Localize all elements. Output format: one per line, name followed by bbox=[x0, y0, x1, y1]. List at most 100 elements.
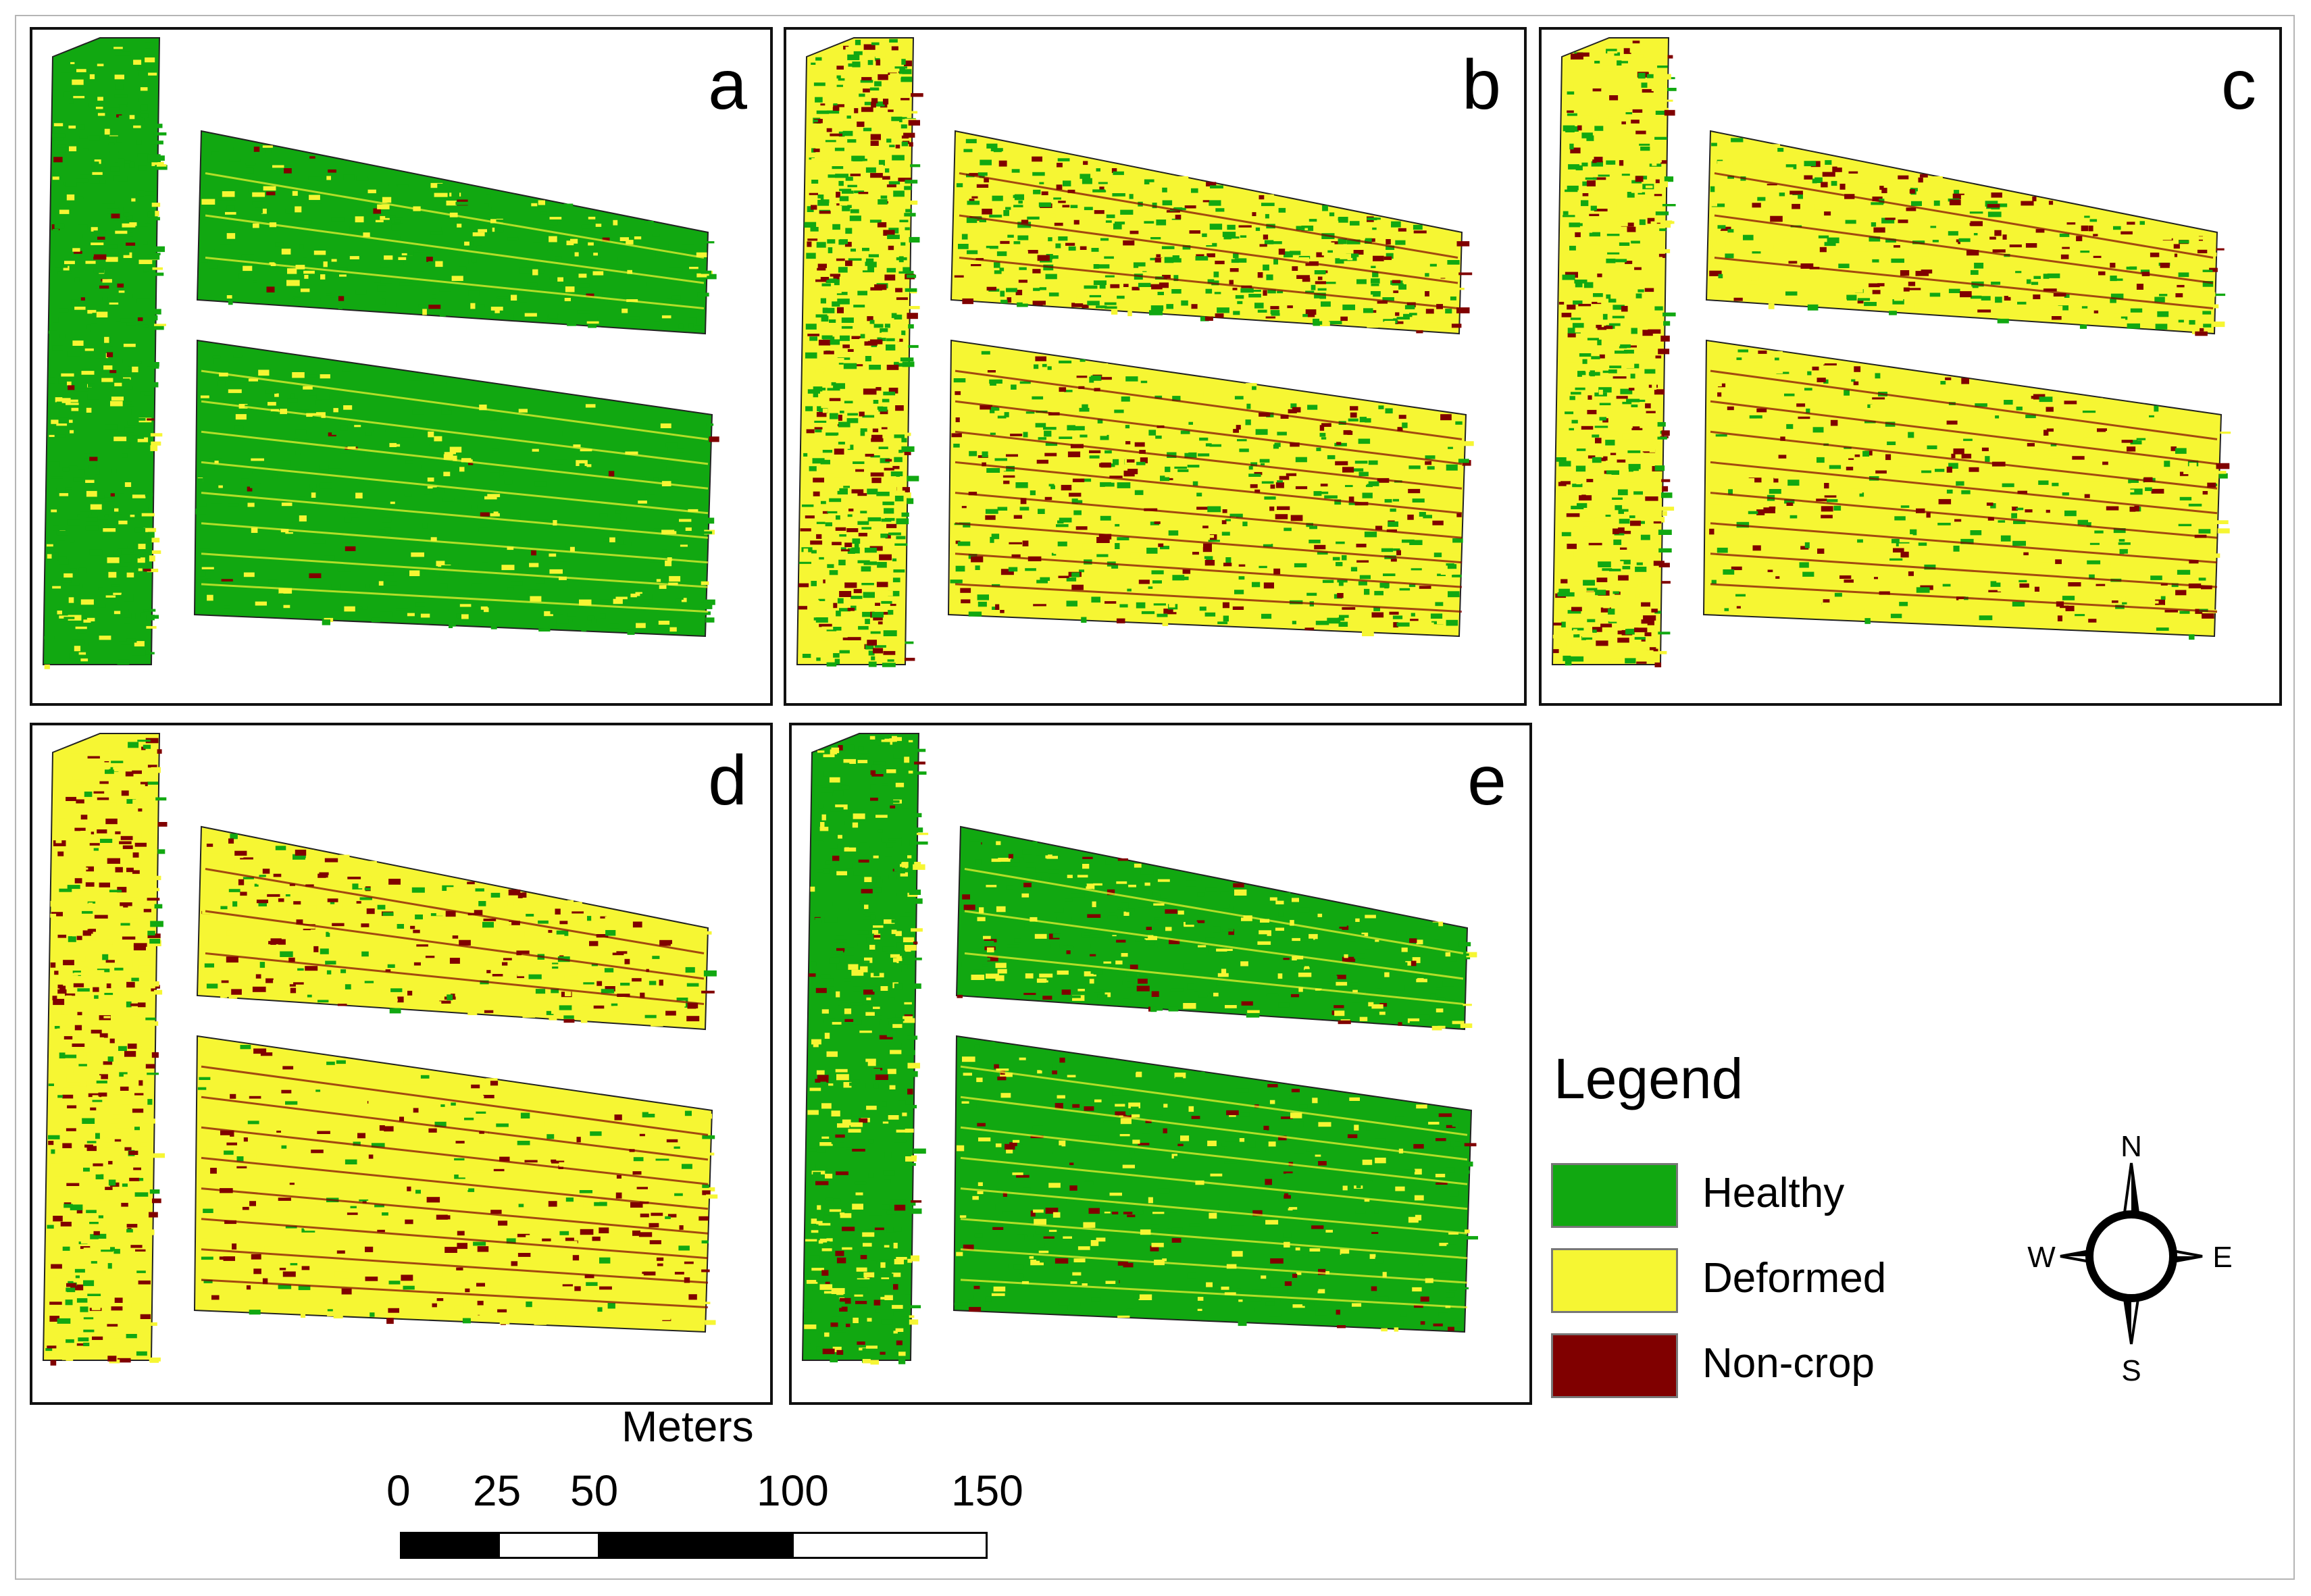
crop-row-line bbox=[955, 369, 1463, 440]
class-texture bbox=[950, 351, 1474, 636]
crop-row-line bbox=[955, 400, 1463, 465]
legend-label-healthy: Healthy bbox=[1702, 1170, 1845, 1216]
class-texture bbox=[1709, 138, 2226, 336]
crop-row-line bbox=[1714, 172, 2214, 259]
crop-row-line bbox=[955, 461, 1463, 515]
panel-label-c: c bbox=[2221, 46, 2256, 124]
crop-row-line bbox=[955, 583, 1463, 613]
panel-label-a: a bbox=[708, 46, 747, 124]
legend-item-deformed: Deformed bbox=[1551, 1248, 2024, 1313]
crop-row-line bbox=[201, 1096, 709, 1161]
crop-row-line bbox=[205, 868, 705, 954]
crop-row-line bbox=[955, 492, 1463, 539]
compass-east-label: E bbox=[2212, 1241, 2232, 1274]
crop-row-line bbox=[201, 522, 709, 564]
field-polygon bbox=[42, 733, 161, 1361]
scale-tick-label: 0 bbox=[386, 1466, 411, 1515]
crop-row-line bbox=[201, 1187, 709, 1235]
legend-swatch-deformed bbox=[1551, 1248, 1678, 1313]
crop-row-line bbox=[960, 1187, 1468, 1235]
crop-row-line bbox=[1710, 461, 2218, 515]
legend-swatch-non-crop bbox=[1551, 1333, 1678, 1398]
map-panel-d: d bbox=[30, 723, 773, 1405]
legend: Legend Healthy Deformed Non-crop bbox=[1551, 1050, 2024, 1428]
crop-row-line bbox=[955, 522, 1463, 564]
crop-row-line bbox=[1710, 492, 2218, 539]
map-panel-e: e bbox=[789, 723, 1532, 1405]
crop-row-line bbox=[201, 430, 709, 490]
scale-segment-0-25 bbox=[402, 1534, 500, 1557]
crop-row-line bbox=[1710, 369, 2218, 440]
field-map-b bbox=[796, 37, 1474, 667]
scale-segment-25-50 bbox=[500, 1534, 598, 1557]
panel-label-e: e bbox=[1467, 742, 1506, 820]
class-texture bbox=[44, 42, 168, 669]
scale-unit-label: Meters bbox=[621, 1402, 754, 1451]
crop-row-line bbox=[201, 552, 709, 588]
class-texture bbox=[45, 735, 168, 1366]
legend-swatch-healthy bbox=[1551, 1163, 1678, 1228]
class-texture bbox=[954, 1041, 1478, 1332]
crop-row-line bbox=[205, 910, 705, 980]
field-map-a bbox=[42, 37, 719, 669]
compass-rose-icon: N S E W bbox=[2027, 1130, 2232, 1387]
crop-row-line bbox=[960, 1126, 1468, 1185]
crop-row-line bbox=[201, 1065, 709, 1136]
crop-row-line bbox=[960, 1248, 1468, 1284]
crop-row-line bbox=[964, 910, 1464, 980]
crop-row-line bbox=[201, 461, 709, 515]
field-polygon bbox=[1705, 130, 2218, 335]
crop-row-line bbox=[1710, 552, 2218, 588]
crop-row-line bbox=[1710, 583, 2218, 613]
crop-row-line bbox=[205, 214, 705, 284]
scale-tick-label: 150 bbox=[951, 1466, 1023, 1515]
field-map-c bbox=[1551, 37, 2231, 667]
crop-row-line bbox=[201, 1126, 709, 1185]
compass-west-label: W bbox=[2027, 1241, 2056, 1274]
crop-row-line bbox=[201, 400, 709, 465]
crop-row-line bbox=[201, 369, 709, 440]
crop-row-line bbox=[964, 868, 1464, 954]
field-map-e bbox=[801, 733, 1478, 1365]
panel-label-d: d bbox=[708, 742, 747, 820]
scale-tick-label: 100 bbox=[757, 1466, 829, 1515]
crop-row-line bbox=[1710, 400, 2218, 465]
crop-row-line bbox=[959, 257, 1458, 309]
north-arrow-compass: N S E W bbox=[2000, 1121, 2263, 1405]
class-texture bbox=[1707, 349, 2231, 640]
scale-segment-50-100 bbox=[598, 1534, 794, 1557]
crop-row-line bbox=[1710, 522, 2218, 564]
crop-row-line bbox=[1714, 214, 2214, 284]
legend-label-non-crop: Non-crop bbox=[1702, 1340, 1875, 1387]
crop-row-line bbox=[205, 952, 705, 1005]
crop-row-line bbox=[205, 257, 705, 309]
map-frame bbox=[15, 15, 2295, 1580]
class-texture bbox=[200, 145, 717, 330]
crop-row-line bbox=[960, 1279, 1468, 1309]
crop-row-line bbox=[1714, 257, 2214, 309]
panel-label-b: b bbox=[1462, 46, 1501, 124]
crop-row-line bbox=[201, 1218, 709, 1260]
map-panel-b: b bbox=[784, 27, 1527, 706]
class-texture bbox=[798, 38, 923, 667]
crop-row-line bbox=[960, 1156, 1468, 1210]
class-texture bbox=[201, 833, 717, 1027]
compass-south-label: S bbox=[2121, 1354, 2141, 1387]
scale-bar-graphic bbox=[400, 1532, 988, 1559]
class-texture bbox=[954, 138, 1473, 334]
crop-row-line bbox=[959, 214, 1458, 284]
legend-item-healthy: Healthy bbox=[1551, 1163, 2024, 1228]
scale-bar: Meters 0 25 50 100 150 bbox=[351, 1405, 1094, 1580]
legend-item-non-crop: Non-crop bbox=[1551, 1333, 2024, 1398]
crop-row-line bbox=[960, 1096, 1468, 1161]
crop-row-line bbox=[201, 1156, 709, 1210]
crop-row-line bbox=[201, 492, 709, 539]
crop-row-line bbox=[955, 430, 1463, 490]
class-texture bbox=[197, 1045, 718, 1327]
class-texture bbox=[957, 835, 1477, 1031]
scale-tick-label: 25 bbox=[473, 1466, 522, 1515]
crop-row-line bbox=[201, 583, 709, 613]
class-texture bbox=[804, 736, 929, 1365]
crop-row-line bbox=[205, 172, 705, 259]
scale-tick-label: 50 bbox=[570, 1466, 619, 1515]
